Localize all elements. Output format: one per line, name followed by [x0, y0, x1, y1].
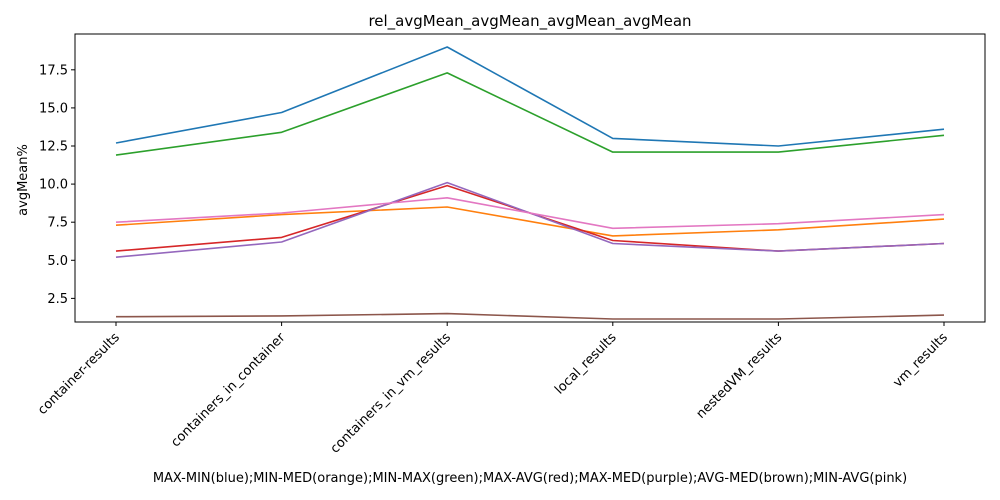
y-tick-label: 2.5 [47, 292, 68, 307]
plot-frame [74, 33, 986, 323]
y-tick-label: 5.0 [47, 254, 68, 269]
x-tick-label: nestedVM_results [694, 330, 786, 422]
series-line-1 [115, 46, 945, 147]
y-tick-label: 10.0 [39, 178, 68, 193]
x-tick-label: containers_in_container [168, 330, 289, 451]
plot-lines [115, 46, 945, 320]
y-tick-label: 17.5 [39, 63, 68, 78]
y-axis: 2.5 5.0 7.5 10.0 12.5 15.0 17.5 [39, 63, 75, 307]
y-tick-label: 7.5 [47, 216, 68, 231]
x-tick-label: container-results [35, 330, 123, 418]
x-tick-label: containers_in_vm_results [328, 330, 454, 456]
y-axis-label: avgMean% [16, 144, 31, 216]
series-line-3 [115, 72, 945, 156]
x-tick-label: local_results [552, 330, 620, 398]
x-tick-label: vm_results [890, 330, 951, 391]
series-line-6 [115, 312, 945, 320]
chart-title: rel_avgMean_avgMean_avgMean_avgMean [368, 12, 691, 31]
series-line-7 [115, 197, 945, 230]
series-line-4 [115, 184, 945, 252]
series-line-2 [115, 206, 945, 237]
y-tick-label: 15.0 [39, 101, 68, 116]
y-tick-label: 12.5 [39, 140, 68, 155]
x-axis: container-results containers_in_container… [35, 322, 951, 457]
x-axis-label: MAX-MIN(blue);MIN-MED(orange);MIN-MAX(gr… [153, 471, 907, 486]
series-line-5 [115, 181, 945, 258]
